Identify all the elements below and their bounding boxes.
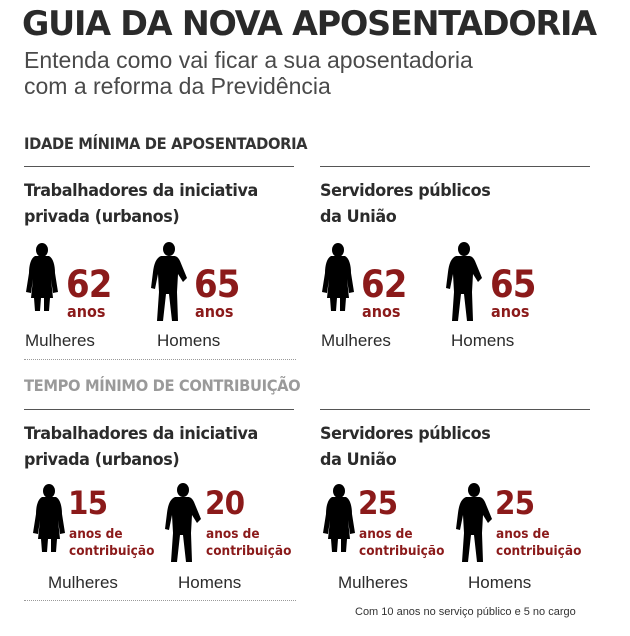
group-title-line-1: Trabalhadores da iniciativa: [24, 181, 258, 201]
group-title-line-2: privada (urbanos): [24, 207, 180, 227]
group-title-line-1: Trabalhadores da iniciativa: [24, 424, 258, 444]
unit-line-1: anos de: [206, 526, 260, 542]
men-label: Homens: [178, 573, 242, 592]
women-contribution-unit: anos de contribuição: [359, 526, 444, 560]
men-age-value: 65: [194, 263, 240, 306]
women-label: Mulheres: [25, 331, 95, 350]
women-contribution-value: 25: [358, 484, 398, 522]
women-age-value: 62: [361, 263, 407, 306]
group-title-line-2: privada (urbanos): [24, 450, 180, 470]
elderly-woman-icon: [29, 484, 69, 554]
group-title-line-2: da União: [320, 450, 397, 470]
group-title-line-1: Servidores públicos: [320, 424, 491, 444]
unit-line-2: contribuição: [206, 543, 292, 559]
women-age-value: 62: [66, 263, 112, 306]
group-title-public-servants: Servidores públicos da União: [320, 421, 583, 473]
page-title: GUIA DA NOVA APOSENTADORIA: [22, 4, 597, 44]
men-contribution-value: 25: [495, 484, 535, 522]
men-contribution-value: 20: [205, 484, 245, 522]
elderly-man-with-cane-icon: [147, 242, 191, 322]
group-title-line-1: Servidores públicos: [320, 181, 491, 201]
women-label: Mulheres: [321, 331, 391, 350]
men-age-unit: anos: [491, 302, 530, 321]
section-divider: [320, 409, 590, 410]
elderly-woman-icon: [319, 484, 359, 554]
section-divider: [24, 409, 294, 410]
unit-line-2: contribuição: [359, 543, 445, 559]
men-age-unit: anos: [195, 302, 234, 321]
section-heading-minimum-contribution: TEMPO MÍNIMO DE CONTRIBUIÇÃO: [24, 376, 301, 395]
section-divider: [320, 166, 590, 167]
section-divider: [24, 166, 294, 167]
women-age-unit: anos: [362, 302, 401, 321]
group-title-line-2: da União: [320, 207, 397, 227]
unit-line-2: contribuição: [496, 543, 582, 559]
dotted-separator: [24, 600, 296, 601]
group-title-public-servants: Servidores públicos da União: [320, 178, 583, 230]
women-label: Mulheres: [338, 573, 408, 592]
elderly-woman-icon: [22, 243, 62, 313]
men-age-value: 65: [490, 263, 536, 306]
elderly-man-with-cane-icon: [442, 242, 486, 322]
section-heading-minimum-age: IDADE MÍNIMA DE APOSENTADORIA: [24, 134, 308, 153]
subtitle-line-1: Entenda como vai ficar a sua aposentador…: [24, 47, 473, 73]
elderly-man-with-cane-icon: [452, 483, 496, 563]
subtitle-line-2: com a reforma da Previdência: [24, 73, 331, 99]
men-contribution-unit: anos de contribuição: [496, 526, 581, 560]
women-label: Mulheres: [48, 573, 118, 592]
elderly-woman-icon: [318, 243, 358, 313]
men-label: Homens: [157, 331, 221, 350]
men-label: Homens: [468, 573, 532, 592]
men-label: Homens: [451, 331, 515, 350]
footnote: Com 10 anos no serviço público e 5 no ca…: [355, 606, 576, 618]
unit-line-2: contribuição: [69, 543, 155, 559]
unit-line-1: anos de: [359, 526, 413, 542]
men-contribution-unit: anos de contribuição: [206, 526, 291, 560]
group-title-private-workers: Trabalhadores da iniciativa privada (urb…: [24, 421, 287, 473]
women-age-unit: anos: [67, 302, 106, 321]
dotted-separator: [24, 359, 296, 360]
women-contribution-value: 15: [68, 484, 108, 522]
unit-line-1: anos de: [496, 526, 550, 542]
elderly-man-with-cane-icon: [161, 483, 205, 563]
group-title-private-workers: Trabalhadores da iniciativa privada (urb…: [24, 178, 287, 230]
page-subtitle: Entenda como vai ficar a sua aposentador…: [24, 47, 584, 99]
unit-line-1: anos de: [69, 526, 123, 542]
women-contribution-unit: anos de contribuição: [69, 526, 154, 560]
